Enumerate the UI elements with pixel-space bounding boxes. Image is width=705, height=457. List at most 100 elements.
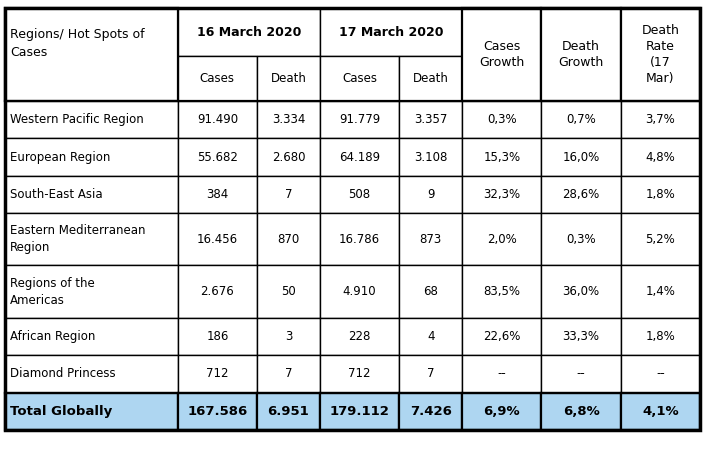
Text: 1,8%: 1,8%	[646, 330, 675, 343]
Bar	[320, 213, 399, 266]
Text: 167.586: 167.586	[188, 404, 247, 418]
Bar	[620, 101, 700, 138]
Text: 91.779: 91.779	[339, 113, 380, 126]
Text: 28,6%: 28,6%	[563, 188, 600, 201]
Bar	[462, 393, 541, 430]
Bar	[5, 393, 178, 430]
Bar	[399, 318, 462, 355]
Bar	[541, 213, 620, 266]
Bar	[257, 176, 320, 213]
Text: 36,0%: 36,0%	[563, 285, 600, 298]
Text: 0,7%: 0,7%	[566, 113, 596, 126]
Bar	[620, 8, 700, 101]
Bar	[620, 266, 700, 318]
Bar	[541, 393, 620, 430]
Bar	[178, 318, 257, 355]
Text: 7.426: 7.426	[410, 404, 452, 418]
Bar	[178, 393, 257, 430]
Bar	[257, 393, 320, 430]
Bar	[399, 213, 462, 266]
Text: Regions of the
Americas: Regions of the Americas	[10, 276, 94, 307]
Bar	[178, 101, 257, 138]
Bar	[257, 266, 320, 318]
Text: Death: Death	[413, 72, 448, 85]
Text: --: --	[498, 367, 506, 380]
Text: 16.786: 16.786	[339, 233, 380, 246]
Text: 0,3%: 0,3%	[566, 233, 596, 246]
Text: 6,9%: 6,9%	[484, 404, 520, 418]
Text: 32,3%: 32,3%	[484, 188, 520, 201]
Text: 4.910: 4.910	[343, 285, 376, 298]
Text: Cases: Cases	[200, 72, 235, 85]
Text: 870: 870	[277, 233, 300, 246]
Bar	[5, 176, 178, 213]
Bar	[541, 8, 620, 101]
Text: 6.951: 6.951	[268, 404, 309, 418]
Text: 17 March 2020: 17 March 2020	[339, 26, 443, 39]
Text: 2,0%: 2,0%	[487, 233, 517, 246]
Text: 9: 9	[427, 188, 434, 201]
Text: 4,1%: 4,1%	[642, 404, 679, 418]
Bar	[620, 318, 700, 355]
Text: Death: Death	[271, 72, 307, 85]
Text: 712: 712	[206, 367, 228, 380]
Bar	[462, 355, 541, 393]
Text: 22,6%: 22,6%	[483, 330, 520, 343]
Text: 83,5%: 83,5%	[484, 285, 520, 298]
Bar	[399, 176, 462, 213]
Bar	[541, 176, 620, 213]
Bar	[620, 355, 700, 393]
Bar	[541, 266, 620, 318]
Bar	[320, 8, 462, 56]
Bar	[178, 213, 257, 266]
Text: African Region: African Region	[10, 330, 95, 343]
Bar	[257, 213, 320, 266]
Text: 68: 68	[423, 285, 439, 298]
Bar	[5, 101, 178, 138]
Text: Western Pacific Region: Western Pacific Region	[10, 113, 144, 126]
Bar	[399, 266, 462, 318]
Bar	[541, 101, 620, 138]
Bar	[320, 176, 399, 213]
Text: Cases
Growth: Cases Growth	[479, 40, 525, 69]
Bar	[320, 101, 399, 138]
Bar	[257, 355, 320, 393]
Bar	[5, 318, 178, 355]
Bar	[5, 355, 178, 393]
Bar	[462, 318, 541, 355]
Text: 7: 7	[427, 367, 434, 380]
Bar	[257, 138, 320, 176]
Text: Total Globally: Total Globally	[10, 404, 112, 418]
Text: 3,7%: 3,7%	[646, 113, 675, 126]
Text: 228: 228	[348, 330, 371, 343]
Text: 3.357: 3.357	[414, 113, 448, 126]
Text: 5,2%: 5,2%	[646, 233, 675, 246]
Text: --: --	[656, 367, 665, 380]
Bar	[462, 213, 541, 266]
Bar	[399, 393, 462, 430]
Bar	[320, 355, 399, 393]
Text: Death
Growth: Death Growth	[558, 40, 603, 69]
Text: --: --	[577, 367, 585, 380]
Bar	[5, 138, 178, 176]
Text: 508: 508	[348, 188, 371, 201]
Bar	[541, 318, 620, 355]
Text: 33,3%: 33,3%	[563, 330, 600, 343]
Text: 16,0%: 16,0%	[563, 150, 600, 164]
Text: 16.456: 16.456	[197, 233, 238, 246]
Text: 16 March 2020: 16 March 2020	[197, 26, 301, 39]
Text: 3: 3	[285, 330, 292, 343]
Text: 0,3%: 0,3%	[487, 113, 517, 126]
Bar	[620, 393, 700, 430]
Bar	[178, 355, 257, 393]
Text: 3.334: 3.334	[272, 113, 305, 126]
Text: Death
Rate
(17
Mar): Death Rate (17 Mar)	[642, 24, 680, 85]
Bar	[462, 101, 541, 138]
Bar	[462, 266, 541, 318]
Text: 91.490: 91.490	[197, 113, 238, 126]
Text: 712: 712	[348, 367, 371, 380]
Text: 2.676: 2.676	[200, 285, 234, 298]
Bar	[620, 213, 700, 266]
Bar	[320, 266, 399, 318]
Bar	[320, 138, 399, 176]
